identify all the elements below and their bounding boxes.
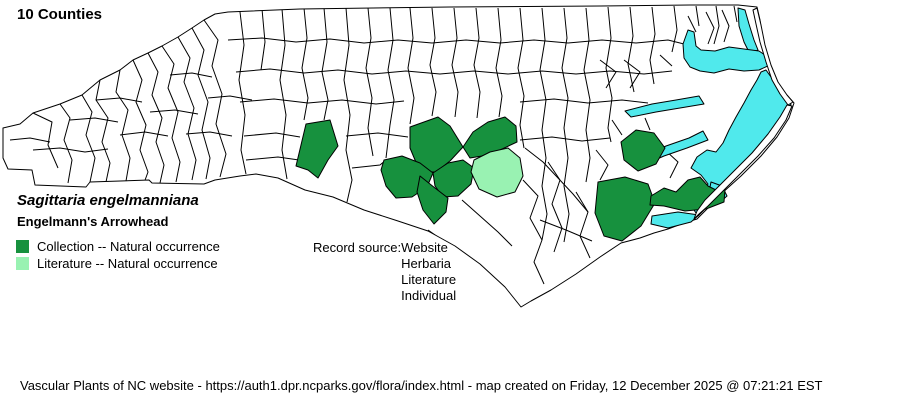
outer-banks [693,7,794,220]
species-scientific-name: Sagittaria engelmanniana [17,192,199,209]
record-source-value: Website [401,240,448,255]
species-block: Sagittaria engelmanniana Engelmann's Arr… [17,192,199,230]
county-collection-2 [409,116,464,173]
record-source-value: Herbaria [401,256,452,271]
species-common-name: Engelmann's Arrowhead [17,214,169,229]
legend-label-collection: Collection -- Natural occurrence [37,239,220,254]
record-source-value: Individual [401,288,457,303]
record-source-value: Literature [401,272,457,287]
legend: Collection -- Natural occurrence Literat… [16,238,220,272]
page-title: 10 Counties [17,6,103,23]
county-literature-1 [470,147,524,198]
county-collection-1 [295,119,339,179]
legend-item-literature: Literature -- Natural occurrence [16,255,220,272]
pamlico-river [624,95,705,118]
footer-caption: Vascular Plants of NC website - https://… [20,378,823,393]
collection-swatch-icon [16,240,29,253]
currituck-sound [737,7,759,55]
county-collection-3 [462,116,518,159]
record-source-values: Website Herbaria Literature Individual [401,240,456,304]
legend-item-collection: Collection -- Natural occurrence [16,238,220,255]
literature-swatch-icon [16,257,29,270]
county-collection-6 [416,175,449,225]
county-borders [9,5,738,285]
legend-label-literature: Literature -- Natural occurrence [37,256,218,271]
county-collection-8 [594,176,656,242]
county-collection-7 [620,129,666,172]
bogue-sound [650,211,700,229]
literature-county [470,147,524,198]
record-source-label: Record source: [313,240,402,255]
record-source-block: Record source: Website Herbaria Literatu… [313,240,456,304]
